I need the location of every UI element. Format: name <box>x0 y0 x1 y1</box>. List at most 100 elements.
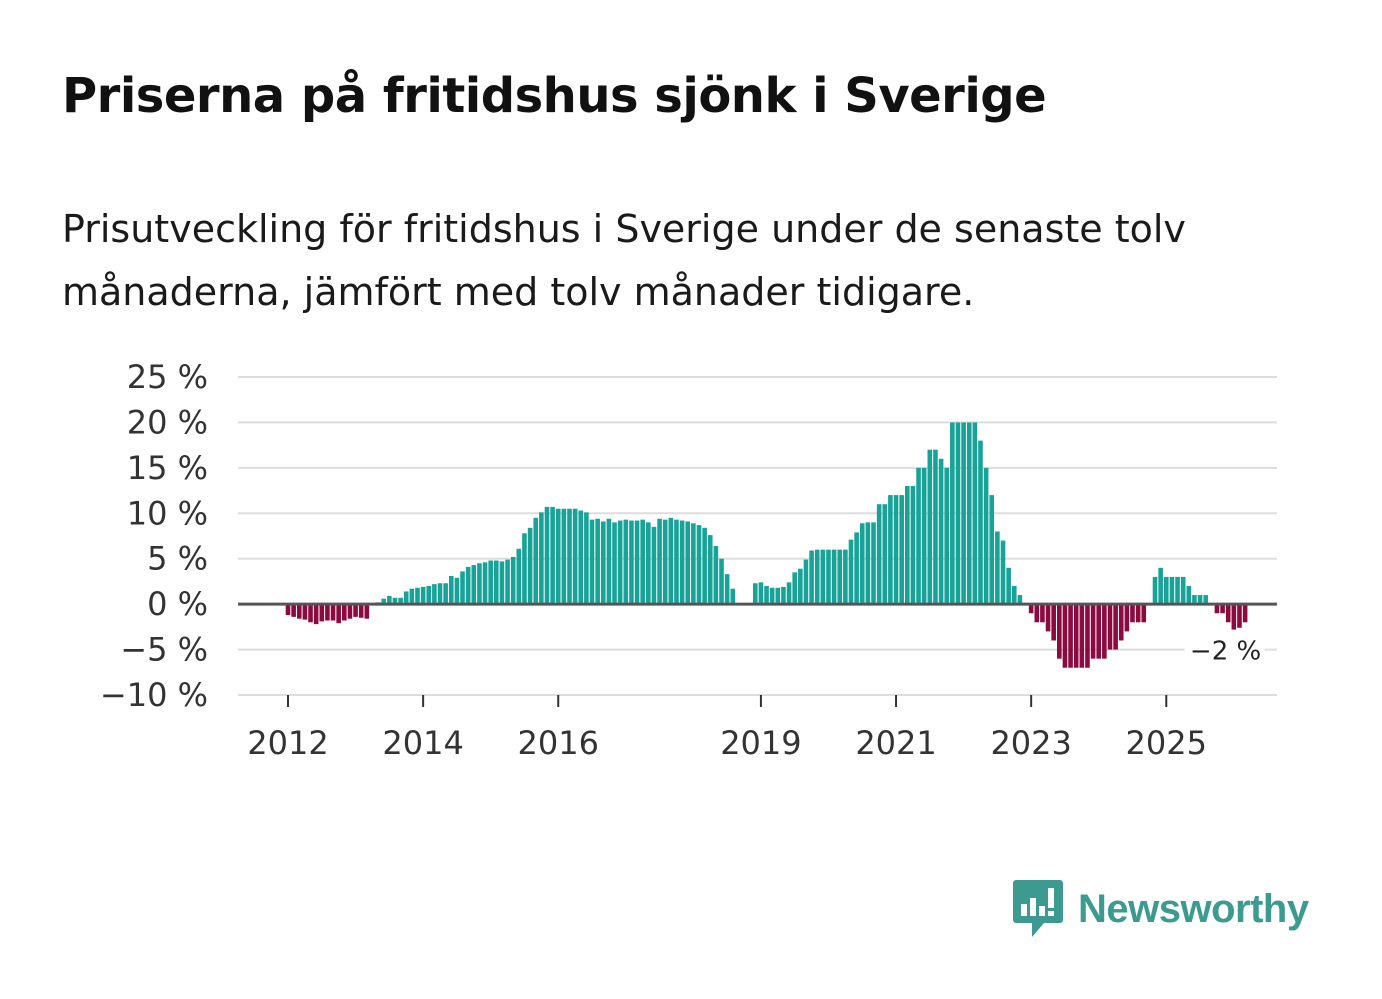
bar <box>516 548 522 605</box>
bar <box>1102 604 1107 659</box>
bar <box>285 604 291 616</box>
bar <box>1141 604 1147 623</box>
bar <box>1163 576 1169 605</box>
bar <box>319 604 325 622</box>
bar <box>893 495 899 605</box>
bar <box>1045 604 1051 632</box>
x-tick-label: 2021 <box>855 724 936 762</box>
bar <box>567 508 572 605</box>
bar <box>415 587 420 605</box>
bar <box>769 587 775 605</box>
bar <box>910 486 916 605</box>
bar <box>572 508 578 605</box>
bar <box>1000 540 1006 605</box>
bar <box>1006 567 1011 605</box>
bar <box>1152 576 1158 605</box>
bar <box>843 549 848 605</box>
bar <box>837 549 843 605</box>
bar <box>1085 604 1090 668</box>
bar <box>668 517 674 605</box>
bar <box>651 526 657 605</box>
bar <box>353 604 358 617</box>
bar <box>1028 604 1034 614</box>
y-tick-label: 20 % <box>127 403 208 441</box>
bar <box>876 504 882 605</box>
bar <box>882 504 888 605</box>
bar <box>454 577 460 605</box>
bar <box>1068 604 1073 668</box>
bar <box>392 597 398 605</box>
bar <box>437 583 443 605</box>
y-tick-label: −10 % <box>100 676 208 714</box>
bar <box>1186 585 1192 605</box>
bar <box>995 531 1000 605</box>
bar <box>336 604 341 624</box>
bar <box>342 604 347 621</box>
y-tick-label: 0 % <box>147 585 208 623</box>
bar <box>764 585 769 605</box>
bar <box>888 495 893 605</box>
bar <box>1175 576 1180 605</box>
data-label: −2 % <box>1190 637 1261 667</box>
x-tick-label: 2023 <box>990 724 1071 762</box>
bar <box>1180 576 1186 605</box>
bar <box>448 575 454 605</box>
bar <box>330 604 336 621</box>
bar <box>510 556 516 605</box>
bar <box>1237 604 1242 628</box>
bar <box>600 521 606 605</box>
x-tick-label: 2016 <box>518 724 599 762</box>
y-tick-label: 5 % <box>147 540 208 578</box>
bar <box>713 545 719 605</box>
x-tick-label: 2012 <box>247 724 328 762</box>
chart-title: Priserna på fritidshus sjönk i Sverige <box>62 68 1047 124</box>
bar <box>899 495 904 605</box>
bar <box>1118 604 1124 641</box>
bar <box>460 571 465 605</box>
bar <box>691 523 696 605</box>
bar <box>398 597 403 605</box>
x-tick-label: 2025 <box>1126 724 1207 762</box>
bar <box>685 521 691 605</box>
bar <box>296 604 302 619</box>
bar <box>916 467 921 605</box>
bar <box>707 535 713 605</box>
bars <box>285 422 1248 668</box>
bar <box>955 422 961 605</box>
bar <box>1011 585 1017 605</box>
bar <box>617 520 623 605</box>
bar <box>308 604 313 623</box>
x-axis: 2012 2014 2016 2019 2021 2023 2025 <box>247 695 1207 762</box>
bar <box>646 522 651 605</box>
bar <box>1034 604 1040 623</box>
y-axis-labels: 25 % 20 % 15 % 10 % 5 % 0 % −5 % −10 % <box>100 358 208 714</box>
y-tick-label: −5 % <box>120 631 208 669</box>
bar <box>989 495 995 605</box>
bar <box>1192 595 1197 605</box>
bar <box>814 549 820 605</box>
bar <box>482 562 488 605</box>
bar <box>606 518 612 605</box>
bar <box>1130 604 1135 623</box>
bar <box>313 604 319 625</box>
bar <box>465 566 471 605</box>
bar <box>409 588 415 605</box>
bar <box>471 565 477 605</box>
x-tick-label: 2019 <box>720 724 801 762</box>
bar <box>1051 604 1056 641</box>
bar <box>921 467 927 605</box>
bar <box>871 522 876 605</box>
bar <box>302 604 308 620</box>
newsworthy-logo: Newsworthy <box>1012 878 1309 940</box>
bar <box>488 560 493 605</box>
bar <box>347 604 353 619</box>
bar <box>752 583 758 605</box>
bar <box>865 522 871 605</box>
bar <box>1135 604 1141 623</box>
bar <box>584 512 589 605</box>
bar-chart-speech-bubble-icon <box>1013 880 1063 937</box>
bar <box>505 559 510 605</box>
bar <box>555 508 561 605</box>
bar <box>364 604 370 619</box>
